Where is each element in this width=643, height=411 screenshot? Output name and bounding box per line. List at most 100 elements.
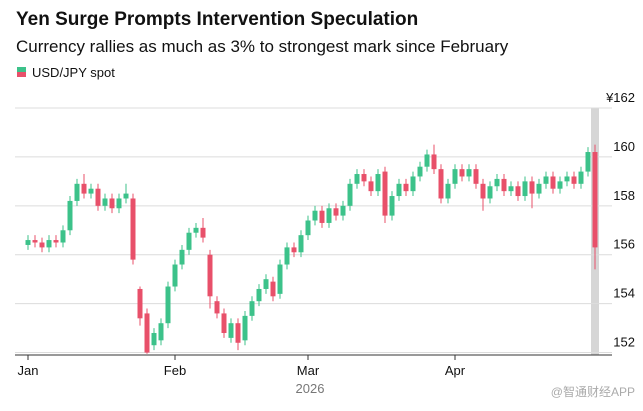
candle-body bbox=[578, 171, 584, 184]
candle-body bbox=[494, 178, 500, 187]
candle-body bbox=[60, 230, 66, 243]
candle-body bbox=[445, 183, 451, 199]
candle-body bbox=[403, 183, 409, 192]
candle-body bbox=[88, 188, 94, 194]
legend-swatch-down bbox=[17, 72, 26, 77]
candle-body bbox=[144, 313, 150, 353]
candle-body bbox=[501, 178, 507, 192]
candle-body bbox=[165, 286, 171, 324]
candle-body bbox=[137, 288, 143, 319]
candle-body bbox=[270, 281, 276, 297]
chart-subtitle: Currency rallies as much as 3% to strong… bbox=[16, 37, 509, 56]
candle-body bbox=[571, 176, 577, 184]
candle-body bbox=[305, 220, 311, 236]
candle-body bbox=[116, 198, 122, 209]
x-axis-label: 2026 bbox=[296, 381, 325, 396]
candle-body bbox=[543, 176, 549, 184]
candle-body bbox=[431, 154, 437, 170]
candle-body bbox=[522, 181, 528, 197]
candle-body bbox=[459, 169, 465, 177]
x-tick-label: Jan bbox=[18, 363, 39, 378]
candle-body bbox=[487, 186, 493, 199]
candle-body bbox=[277, 264, 283, 294]
chart-title: Yen Surge Prompts Intervention Speculati… bbox=[16, 9, 418, 30]
candle-body bbox=[53, 240, 59, 243]
x-tick-label: Feb bbox=[164, 363, 186, 378]
candle-body bbox=[123, 193, 129, 199]
candle-body bbox=[333, 208, 339, 216]
candle-body bbox=[354, 174, 360, 184]
candle-body bbox=[242, 315, 248, 341]
candle-body bbox=[382, 171, 388, 216]
candle-body bbox=[81, 183, 87, 194]
y-tick-label: 156 bbox=[613, 237, 635, 252]
candle-body bbox=[228, 323, 234, 338]
y-tick-label: 160 bbox=[613, 139, 635, 154]
candle-body bbox=[25, 240, 31, 245]
candle-body bbox=[417, 166, 423, 177]
legend-label: USD/JPY spot bbox=[32, 65, 115, 80]
candle-body bbox=[410, 176, 416, 192]
candle-body bbox=[249, 301, 255, 316]
legend-swatch-up bbox=[17, 67, 26, 72]
candle-body bbox=[200, 227, 206, 238]
candle-body bbox=[368, 181, 374, 192]
y-tick-label: 158 bbox=[613, 188, 635, 203]
candle-body bbox=[172, 264, 178, 287]
watermark: @智通财经APP bbox=[551, 384, 635, 399]
y-tick-label: 154 bbox=[613, 286, 635, 301]
candle-body bbox=[466, 169, 472, 177]
candle-body bbox=[424, 154, 430, 167]
y-tick-label: ¥162 bbox=[605, 90, 635, 105]
candle-body bbox=[74, 183, 80, 201]
candle-body bbox=[102, 198, 108, 206]
candle-body bbox=[298, 235, 304, 253]
candle-body bbox=[557, 181, 563, 189]
candle-body bbox=[508, 186, 514, 192]
candle-body bbox=[340, 205, 346, 216]
candle-body bbox=[109, 198, 115, 209]
candle-body bbox=[46, 240, 52, 248]
candle-body bbox=[151, 332, 157, 346]
x-tick-label: Mar bbox=[297, 363, 320, 378]
candle-body bbox=[179, 249, 185, 265]
candle-body bbox=[67, 200, 73, 231]
candle-body bbox=[529, 181, 535, 194]
candle-body bbox=[480, 183, 486, 199]
candle-body bbox=[564, 176, 570, 182]
candle-body bbox=[186, 232, 192, 250]
candle-body bbox=[515, 186, 521, 197]
candle-body bbox=[550, 176, 556, 189]
candle-body bbox=[221, 313, 227, 333]
candle-body bbox=[130, 198, 136, 260]
candle-body bbox=[361, 174, 367, 182]
candle-body bbox=[39, 242, 45, 248]
candle-body bbox=[235, 323, 241, 343]
candle-body bbox=[158, 323, 164, 341]
candle-body bbox=[536, 183, 542, 194]
candle-body bbox=[263, 279, 269, 289]
candle-body bbox=[396, 183, 402, 197]
candle-body bbox=[256, 288, 262, 302]
candle-body bbox=[438, 169, 444, 199]
candle-body bbox=[326, 208, 332, 223]
candle-body bbox=[207, 254, 213, 297]
candle-body bbox=[473, 169, 479, 184]
candle-body bbox=[312, 210, 318, 221]
candle-body bbox=[284, 247, 290, 265]
candle-body bbox=[291, 247, 297, 253]
x-tick-label: Apr bbox=[445, 363, 466, 378]
candle-body bbox=[592, 152, 598, 248]
candle-body bbox=[214, 301, 220, 314]
candle-body bbox=[95, 188, 101, 206]
y-tick-label: 152 bbox=[613, 335, 635, 350]
candle-body bbox=[319, 210, 325, 223]
candle-body bbox=[389, 196, 395, 216]
candle-body bbox=[452, 169, 458, 184]
candle-body bbox=[585, 152, 591, 172]
candle-body bbox=[347, 183, 353, 206]
candle-body bbox=[193, 227, 199, 233]
candle-body bbox=[375, 174, 381, 192]
candle-body bbox=[32, 240, 38, 243]
